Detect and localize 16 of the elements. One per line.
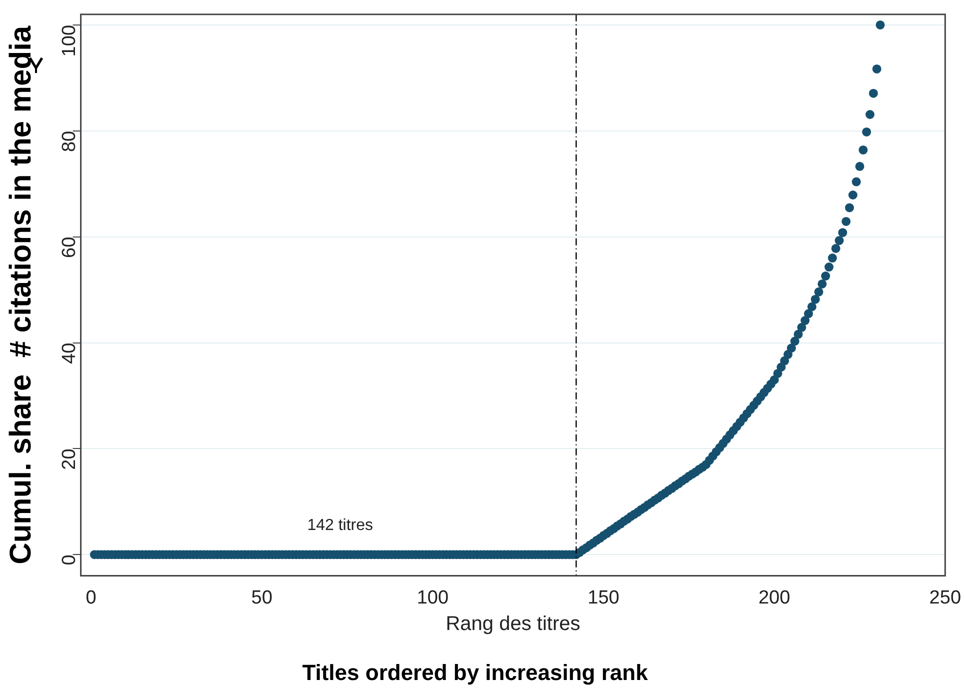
y-tick-label: 0 bbox=[59, 554, 80, 566]
y-tick-label: 20 bbox=[59, 448, 80, 470]
x-tick-label: 50 bbox=[251, 587, 272, 608]
x-axis-title: Rang des titres bbox=[446, 613, 580, 636]
y-axis-title: Cumul. share # citations in the media bbox=[4, 26, 38, 564]
text: Titles ordered by increasing rank bbox=[302, 660, 649, 685]
y-tick-label: 100 bbox=[59, 24, 80, 57]
y-tick-label: 40 bbox=[59, 342, 80, 364]
y-tick-label: 60 bbox=[59, 236, 80, 258]
x-tick-label: 250 bbox=[929, 587, 961, 608]
x-tick-label: 100 bbox=[416, 587, 449, 608]
x-tick-label: 150 bbox=[588, 587, 620, 608]
x-tick-label: 0 bbox=[86, 587, 96, 608]
x-tick-label: 200 bbox=[758, 587, 790, 608]
annotation: 142 titres bbox=[307, 517, 374, 534]
y-tick-label: 80 bbox=[59, 130, 80, 152]
